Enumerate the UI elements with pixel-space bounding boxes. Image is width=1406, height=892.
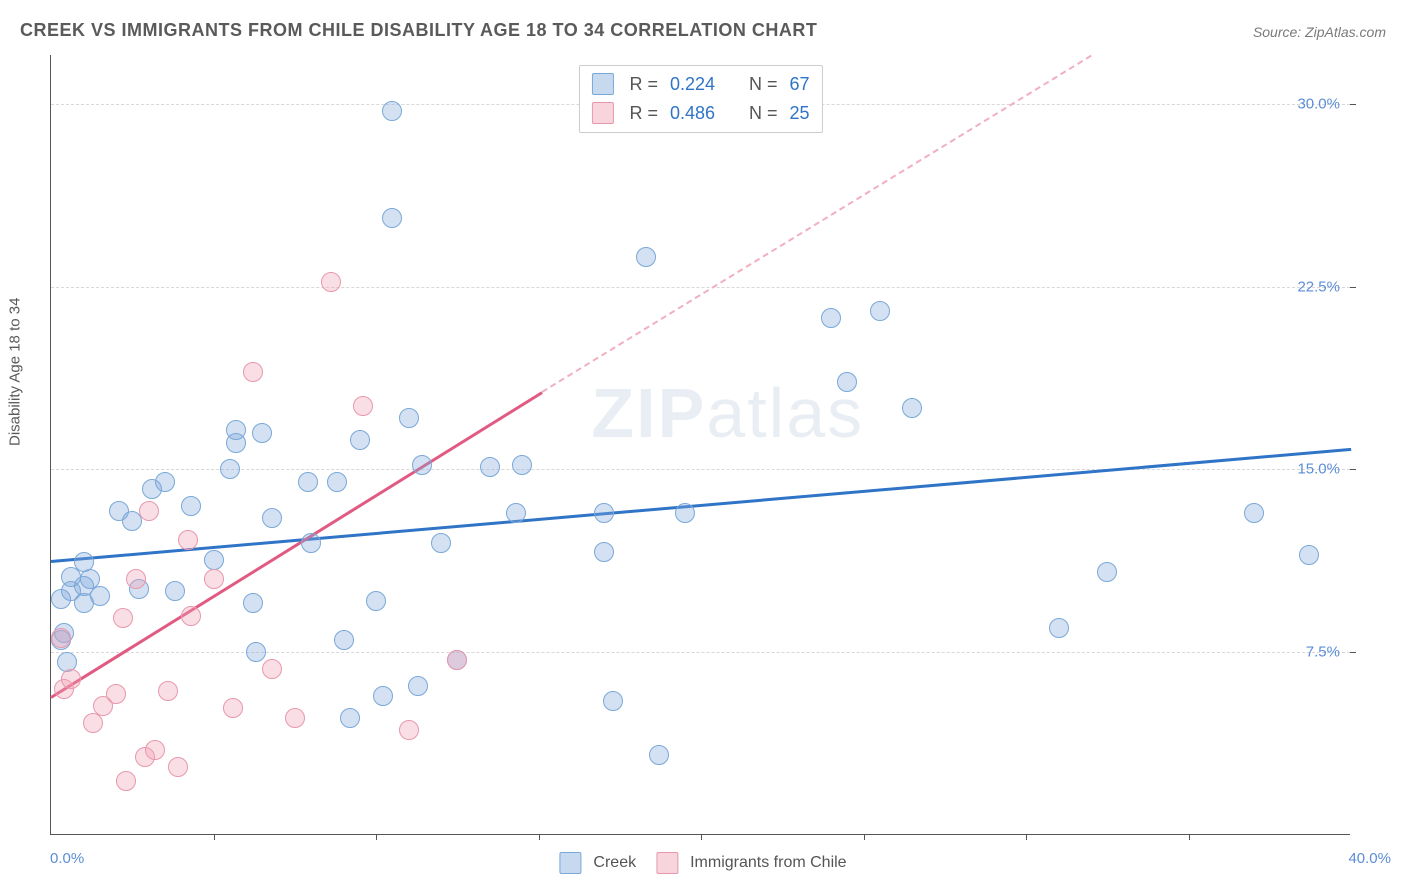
scatter-point: [675, 503, 695, 523]
scatter-point: [116, 771, 136, 791]
scatter-point: [181, 496, 201, 516]
scatter-point: [90, 586, 110, 606]
x-axis-max-label: 40.0%: [1348, 850, 1391, 867]
scatter-point: [181, 606, 201, 626]
scatter-point: [447, 650, 467, 670]
scatter-point: [74, 552, 94, 572]
scatter-point: [298, 472, 318, 492]
scatter-point: [262, 659, 282, 679]
scatter-point: [243, 593, 263, 613]
scatter-point: [220, 459, 240, 479]
scatter-point: [649, 745, 669, 765]
swatch-blue: [591, 73, 613, 95]
scatter-point: [1097, 562, 1117, 582]
source-attribution: Source: ZipAtlas.com: [1253, 24, 1386, 40]
scatter-point: [106, 684, 126, 704]
x-tick-mark: [1189, 834, 1190, 840]
y-tick-label: 22.5%: [1297, 278, 1340, 295]
scatter-point: [285, 708, 305, 728]
x-tick-mark: [864, 834, 865, 840]
scatter-point: [399, 720, 419, 740]
trend-line: [51, 447, 1351, 562]
series-legend: Creek Immigrants from Chile: [559, 852, 846, 874]
scatter-point: [301, 533, 321, 553]
x-tick-mark: [701, 834, 702, 840]
legend-item-chile: Immigrants from Chile: [656, 852, 846, 874]
scatter-point: [61, 669, 81, 689]
y-tick-label: 7.5%: [1306, 644, 1340, 661]
gridline: [51, 287, 1350, 288]
scatter-point: [366, 591, 386, 611]
y-tick-label: 15.0%: [1297, 461, 1340, 478]
legend-item-creek: Creek: [559, 852, 636, 874]
scatter-point: [334, 630, 354, 650]
scatter-point: [83, 713, 103, 733]
scatter-point: [1049, 618, 1069, 638]
scatter-point: [204, 569, 224, 589]
swatch-blue-icon: [559, 852, 581, 874]
scatter-point: [373, 686, 393, 706]
scatter-point: [821, 308, 841, 328]
scatter-point: [870, 301, 890, 321]
scatter-point: [262, 508, 282, 528]
scatter-point: [327, 472, 347, 492]
scatter-point: [350, 430, 370, 450]
scatter-point: [399, 408, 419, 428]
scatter-point: [1244, 503, 1264, 523]
scatter-point: [155, 472, 175, 492]
plot-area: ZIPatlas R = 0.224 N = 67 R = 0.486 N = …: [50, 55, 1350, 835]
scatter-point: [408, 676, 428, 696]
chart-title: CREEK VS IMMIGRANTS FROM CHILE DISABILIT…: [20, 20, 817, 41]
scatter-point: [382, 101, 402, 121]
x-tick-mark: [376, 834, 377, 840]
x-tick-mark: [1026, 834, 1027, 840]
scatter-point: [412, 455, 432, 475]
scatter-point: [165, 581, 185, 601]
scatter-point: [158, 681, 178, 701]
scatter-point: [178, 530, 198, 550]
watermark: ZIPatlas: [591, 373, 864, 453]
swatch-pink: [591, 102, 613, 124]
scatter-point: [246, 642, 266, 662]
scatter-point: [837, 372, 857, 392]
scatter-point: [431, 533, 451, 553]
scatter-point: [168, 757, 188, 777]
scatter-point: [243, 362, 263, 382]
x-tick-mark: [539, 834, 540, 840]
scatter-point: [480, 457, 500, 477]
x-tick-mark: [214, 834, 215, 840]
scatter-point: [321, 272, 341, 292]
scatter-point: [204, 550, 224, 570]
scatter-point: [113, 608, 133, 628]
y-axis-label: Disability Age 18 to 34: [7, 298, 24, 446]
scatter-point: [512, 455, 532, 475]
scatter-point: [353, 396, 373, 416]
correlation-legend: R = 0.224 N = 67 R = 0.486 N = 25: [578, 65, 822, 133]
gridline: [51, 469, 1350, 470]
scatter-point: [139, 501, 159, 521]
scatter-point: [382, 208, 402, 228]
swatch-pink-icon: [656, 852, 678, 874]
scatter-point: [603, 691, 623, 711]
scatter-point: [252, 423, 272, 443]
scatter-point: [506, 503, 526, 523]
scatter-point: [594, 542, 614, 562]
scatter-point: [340, 708, 360, 728]
scatter-point: [226, 420, 246, 440]
scatter-point: [1299, 545, 1319, 565]
scatter-point: [51, 628, 71, 648]
legend-row-creek: R = 0.224 N = 67: [591, 70, 809, 99]
y-tick-label: 30.0%: [1297, 95, 1340, 112]
scatter-point: [223, 698, 243, 718]
legend-row-chile: R = 0.486 N = 25: [591, 99, 809, 128]
scatter-point: [145, 740, 165, 760]
scatter-point: [902, 398, 922, 418]
x-axis-min-label: 0.0%: [50, 850, 84, 867]
scatter-point: [594, 503, 614, 523]
scatter-point: [126, 569, 146, 589]
scatter-point: [636, 247, 656, 267]
